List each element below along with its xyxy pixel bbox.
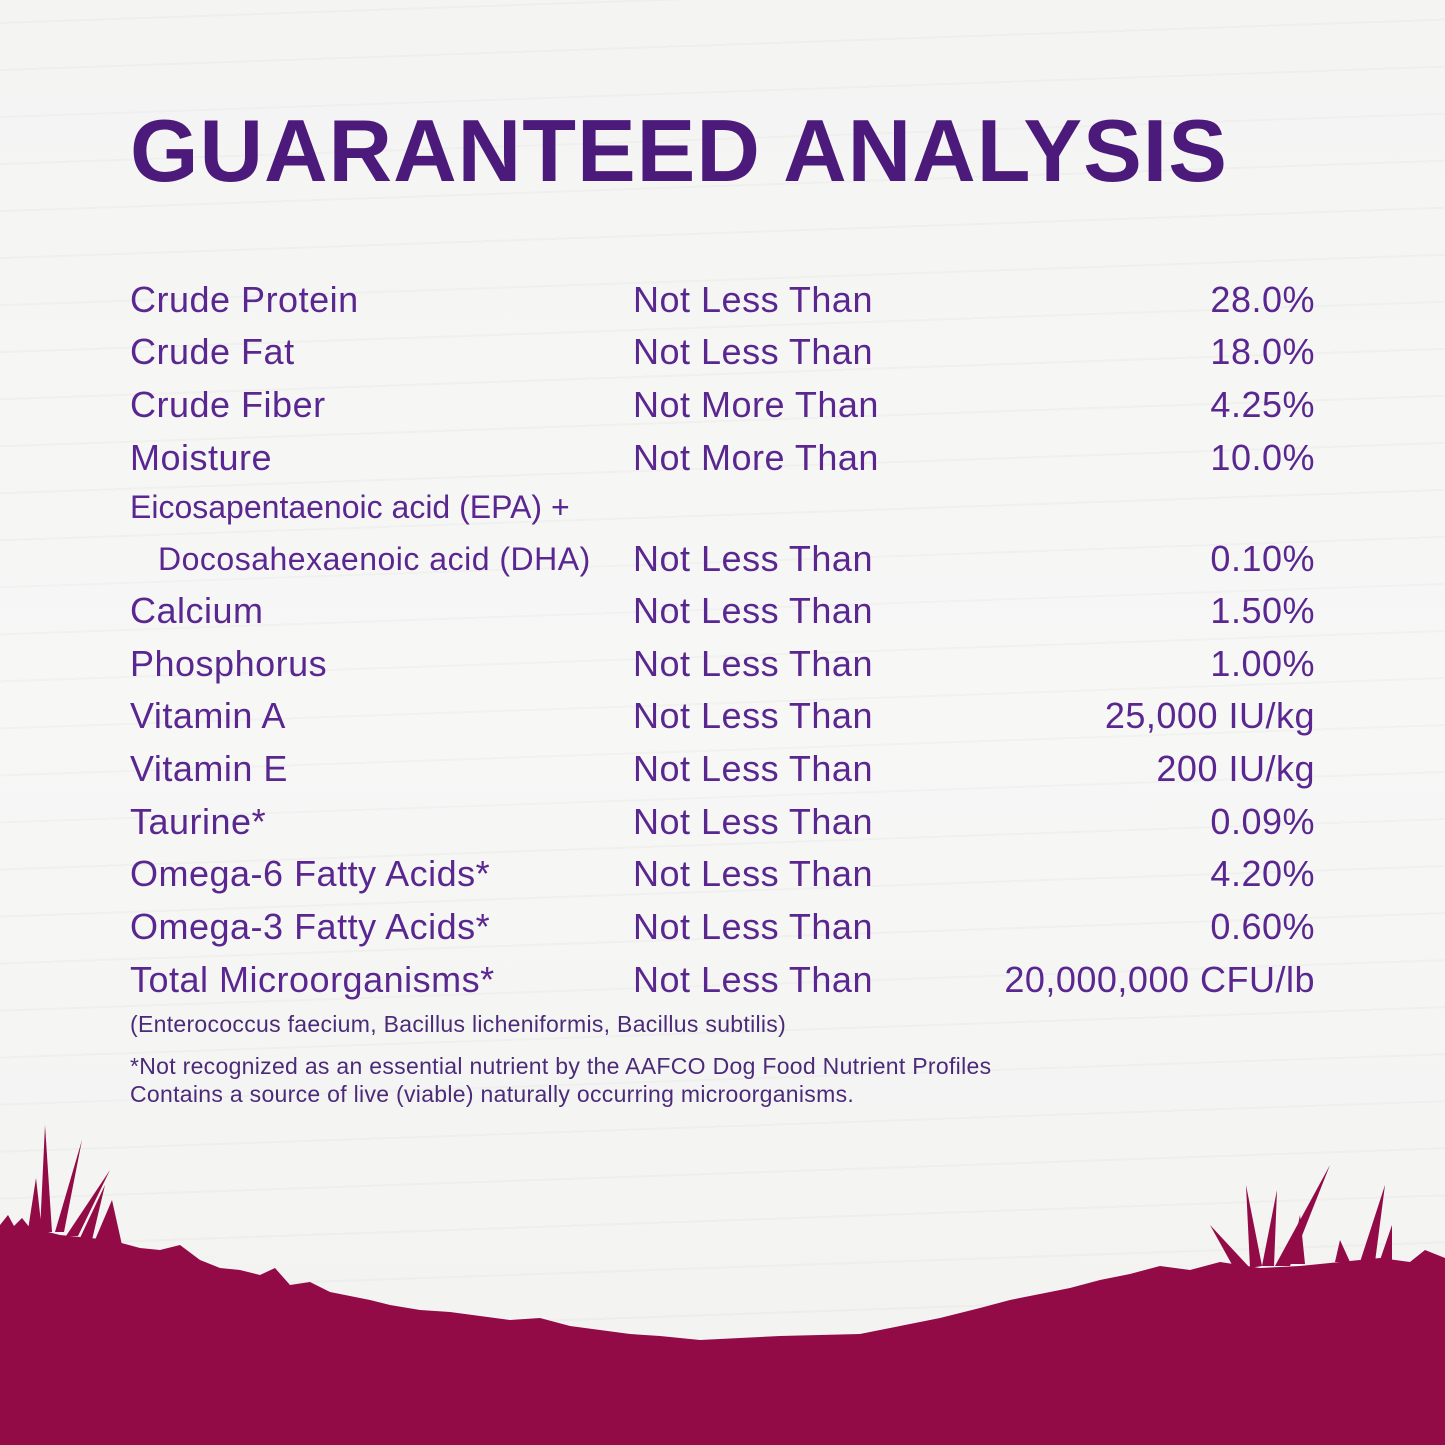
table-row: Docosahexaenoic acid (DHA) Not Less Than 0… (130, 538, 1315, 588)
row-value: 10.0% (1210, 437, 1315, 478)
row-nutrient-name: Phosphorus (130, 643, 328, 684)
table-row: Crude Fiber Not More Than 4.25% (130, 384, 1315, 434)
row-condition: Not Less Than (633, 959, 873, 1000)
grass-blades-right (1210, 1165, 1392, 1270)
row-value: 1.50% (1210, 590, 1315, 631)
row-value: 0.09% (1210, 801, 1315, 842)
row-nutrient-name: Moisture (130, 437, 273, 478)
row-value: 28.0% (1210, 279, 1315, 320)
page-title: GUARANTEED ANALYSIS (130, 101, 1228, 200)
row-value: 0.60% (1210, 906, 1315, 947)
row-condition: Not Less Than (633, 748, 873, 789)
table-row: Omega-6 Fatty Acids* Not Less Than 4.20% (130, 853, 1315, 903)
row-condition: Not Less Than (633, 801, 873, 842)
row-value: 1.00% (1210, 643, 1315, 684)
footnote-live-microorganisms: Contains a source of live (viable) natur… (130, 1081, 855, 1107)
row-nutrient-name: Crude Protein (130, 279, 359, 320)
table-row: Moisture Not More Than 10.0% (130, 437, 1315, 487)
table-row: Omega-3 Fatty Acids* Not Less Than 0.60% (130, 906, 1315, 956)
microorganisms-note: (Enterococcus faecium, Bacillus lichenif… (130, 1011, 787, 1037)
row-nutrient-name: Total Microorganisms* (130, 959, 495, 1000)
row-condition: Not Less Than (633, 538, 873, 579)
row-value: 0.10% (1210, 538, 1315, 579)
row-nutrient-name: Crude Fat (130, 331, 295, 372)
table-row: Taurine* Not Less Than 0.09% (130, 801, 1315, 851)
table-row: Phosphorus Not Less Than 1.00% (130, 643, 1315, 693)
row-condition: Not Less Than (633, 643, 873, 684)
table-row: Total Microorganisms* Not Less Than 20,000… (130, 959, 1315, 1009)
row-name-line1: Eicosapentaenoic acid (EPA) + (130, 489, 570, 525)
table-row: Calcium Not Less Than 1.50% (130, 590, 1315, 640)
row-condition: Not Less Than (633, 590, 873, 631)
grass-hill (0, 1215, 1445, 1445)
row-nutrient-name: Vitamin E (130, 748, 288, 789)
row-condition: Not Less Than (633, 853, 873, 894)
row-condition: Not More Than (633, 384, 879, 425)
row-nutrient-name: Calcium (130, 590, 264, 631)
row-condition: Not More Than (633, 437, 879, 478)
footnote-aafco: *Not recognized as an essential nutrient… (130, 1053, 992, 1079)
row-value: 18.0% (1210, 331, 1315, 372)
row-value: 200 IU/kg (1156, 748, 1315, 789)
table-row: Crude Protein Not Less Than 28.0% (130, 279, 1315, 329)
row-nutrient-name: Omega-6 Fatty Acids* (130, 853, 491, 894)
row-nutrient-name: Crude Fiber (130, 384, 326, 425)
row-nutrient-name: Omega-3 Fatty Acids* (130, 906, 491, 947)
row-nutrient-name: Docosahexaenoic acid (DHA) (158, 541, 591, 577)
row-value: 4.20% (1210, 853, 1315, 894)
row-value: 25,000 IU/kg (1104, 695, 1315, 736)
row-nutrient-name: Vitamin A (130, 695, 286, 736)
row-condition: Not Less Than (633, 331, 873, 372)
table-row: Vitamin A Not Less Than 25,000 IU/kg (130, 695, 1315, 745)
row-condition: Not Less Than (633, 279, 873, 320)
row-condition: Not Less Than (633, 906, 873, 947)
row-condition: Not Less Than (633, 695, 873, 736)
row-nutrient-name: Taurine* (130, 801, 267, 842)
grass-blades-left (28, 1125, 122, 1245)
row-value: 4.25% (1210, 384, 1315, 425)
table-row: Vitamin E Not Less Than 200 IU/kg (130, 748, 1315, 798)
row-value: 20,000,000 CFU/lb (1004, 959, 1315, 1000)
table-row: Crude Fat Not Less Than 18.0% (130, 331, 1315, 381)
